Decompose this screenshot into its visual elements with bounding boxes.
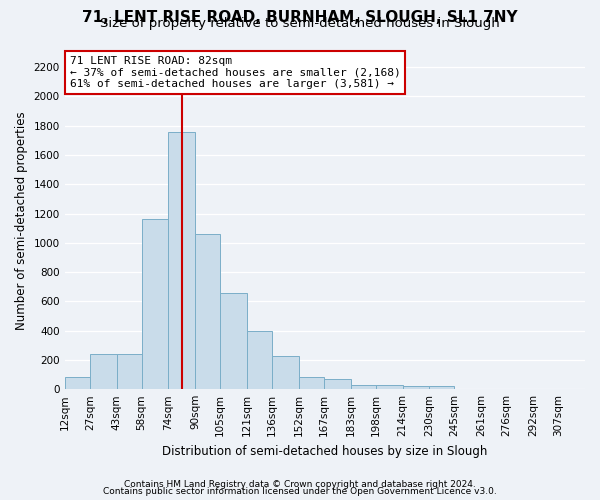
Bar [376,385,403,389]
Text: 71, LENT RISE ROAD, BURNHAM, SLOUGH, SL1 7NY: 71, LENT RISE ROAD, BURNHAM, SLOUGH, SL1… [82,10,518,25]
Bar [299,378,324,389]
Bar [142,220,169,389]
Text: Contains public sector information licensed under the Open Government Licence v3: Contains public sector information licen… [103,487,497,496]
Bar [116,354,142,389]
Bar [324,379,351,389]
X-axis label: Distribution of semi-detached houses by size in Slough: Distribution of semi-detached houses by … [162,444,488,458]
Bar [247,330,272,389]
Text: 71 LENT RISE ROAD: 82sqm
← 37% of semi-detached houses are smaller (2,168)
61% o: 71 LENT RISE ROAD: 82sqm ← 37% of semi-d… [70,56,401,89]
Bar [169,132,195,389]
Bar [90,354,116,389]
Y-axis label: Number of semi-detached properties: Number of semi-detached properties [15,112,28,330]
Bar [272,356,299,389]
Bar [65,378,90,389]
Bar [195,234,220,389]
Bar [430,386,454,389]
Bar [351,385,376,389]
Text: Contains HM Land Registry data © Crown copyright and database right 2024.: Contains HM Land Registry data © Crown c… [124,480,476,489]
Bar [220,292,247,389]
Text: Size of property relative to semi-detached houses in Slough: Size of property relative to semi-detach… [100,18,500,30]
Bar [403,386,430,389]
